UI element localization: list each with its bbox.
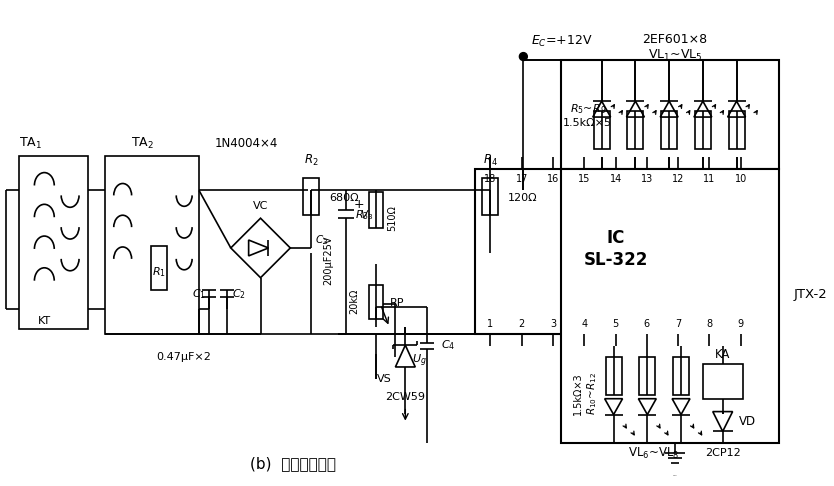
Text: 2EF601×8: 2EF601×8 <box>642 33 708 46</box>
Text: 2CP12: 2CP12 <box>705 448 741 458</box>
Text: 17: 17 <box>515 174 528 184</box>
Text: 6: 6 <box>644 319 650 330</box>
Text: $R_5$~$R_9$: $R_5$~$R_9$ <box>570 102 606 116</box>
Circle shape <box>520 52 527 61</box>
Text: $R_3$: $R_3$ <box>354 208 369 222</box>
Text: 20kΩ: 20kΩ <box>349 289 359 314</box>
Text: 680Ω: 680Ω <box>329 193 359 203</box>
Text: $E_C$=+12V: $E_C$=+12V <box>531 34 593 49</box>
Bar <box>703 364 742 399</box>
Text: $R_2$: $R_2$ <box>304 153 319 168</box>
Text: 1N4004×4: 1N4004×4 <box>215 138 279 150</box>
Text: 16: 16 <box>547 174 559 184</box>
Bar <box>673 357 689 395</box>
Text: 9: 9 <box>738 319 744 330</box>
Text: 8: 8 <box>706 319 712 330</box>
Text: 12: 12 <box>672 174 685 184</box>
Text: $U_g$: $U_g$ <box>412 353 427 369</box>
Text: 200μF25V: 200μF25V <box>323 235 333 285</box>
Bar <box>369 285 383 319</box>
Bar <box>475 169 756 334</box>
Text: (b)  电子保护电路: (b) 电子保护电路 <box>250 456 336 470</box>
Text: $C_4$: $C_4$ <box>441 338 455 352</box>
Text: 1: 1 <box>487 319 494 330</box>
Bar <box>105 156 199 334</box>
Bar <box>605 357 621 395</box>
Text: 5: 5 <box>612 319 619 330</box>
Text: 14: 14 <box>610 174 621 184</box>
Text: $V_3$: $V_3$ <box>359 208 373 222</box>
Text: $C_1$: $C_1$ <box>192 288 206 301</box>
Bar <box>594 111 610 149</box>
Text: VD: VD <box>739 415 756 428</box>
Text: 2CP12: 2CP12 <box>673 474 677 476</box>
Bar <box>304 177 319 215</box>
Bar <box>561 59 779 169</box>
Text: +: + <box>354 198 364 211</box>
Text: $C_2$: $C_2$ <box>232 288 246 301</box>
Text: 510Ω: 510Ω <box>388 205 398 231</box>
Text: 120Ω: 120Ω <box>508 193 538 203</box>
Text: KA: KA <box>715 347 731 361</box>
Text: 13: 13 <box>641 174 653 184</box>
Text: $R_1$: $R_1$ <box>153 265 166 278</box>
Text: $\mathrm{VL_6}$~$\mathrm{VL_8}$: $\mathrm{VL_6}$~$\mathrm{VL_8}$ <box>627 446 679 461</box>
Bar <box>729 111 745 149</box>
Text: KT: KT <box>38 316 51 326</box>
Bar <box>561 169 779 443</box>
Bar <box>482 177 499 215</box>
Bar <box>695 111 711 149</box>
Text: 7: 7 <box>675 319 681 330</box>
Text: 1.5kΩ×5: 1.5kΩ×5 <box>563 118 612 128</box>
Text: 10: 10 <box>735 174 747 184</box>
Text: VC: VC <box>253 201 269 211</box>
Text: $C_3$: $C_3$ <box>315 233 329 247</box>
Text: 4: 4 <box>581 319 587 330</box>
Text: 15: 15 <box>578 174 590 184</box>
Text: $\mathrm{TA_1}$: $\mathrm{TA_1}$ <box>19 136 42 151</box>
Text: 11: 11 <box>703 174 716 184</box>
Text: RP: RP <box>389 297 404 308</box>
Text: 1.5kΩ×3: 1.5kΩ×3 <box>573 372 583 415</box>
Bar <box>18 156 88 330</box>
Bar <box>369 192 383 228</box>
Text: VS: VS <box>377 374 391 384</box>
Text: 3: 3 <box>550 319 556 330</box>
Bar <box>152 246 168 290</box>
Text: $R_{10}$~$R_{12}$: $R_{10}$~$R_{12}$ <box>585 372 599 416</box>
Text: SL-322: SL-322 <box>584 251 648 269</box>
Text: 18: 18 <box>485 174 496 184</box>
Text: $\mathrm{TA_2}$: $\mathrm{TA_2}$ <box>131 136 154 151</box>
Text: $\mathrm{VL_1}$~$\mathrm{VL_5}$: $\mathrm{VL_1}$~$\mathrm{VL_5}$ <box>648 48 702 63</box>
Text: $R_4$: $R_4$ <box>483 153 498 168</box>
Text: IC: IC <box>606 229 625 247</box>
Text: 0.47μF×2: 0.47μF×2 <box>157 352 212 362</box>
Text: JTX-2: JTX-2 <box>794 288 828 301</box>
Bar <box>640 357 656 395</box>
Text: 2CW59: 2CW59 <box>385 392 425 402</box>
Text: 2: 2 <box>519 319 525 330</box>
Bar <box>627 111 643 149</box>
Bar <box>661 111 677 149</box>
